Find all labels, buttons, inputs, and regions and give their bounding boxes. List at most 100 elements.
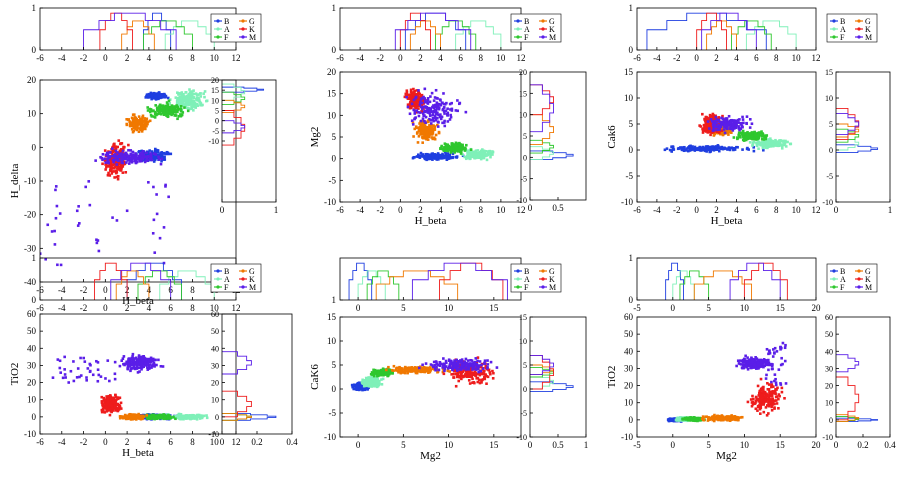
- point-K: [701, 131, 705, 134]
- point-M: [132, 359, 135, 363]
- point-M: [146, 366, 149, 369]
- point-M: [429, 122, 433, 125]
- point-M: [721, 117, 725, 121]
- point-F: [741, 138, 745, 142]
- point-B: [688, 146, 692, 149]
- point-M: [152, 358, 156, 362]
- point-K: [115, 175, 119, 179]
- point-M: [112, 160, 115, 164]
- y-tick-label: -10: [24, 429, 36, 439]
- point-M: [86, 367, 90, 370]
- point-M: [737, 126, 741, 130]
- point-F: [186, 109, 190, 113]
- point-B: [701, 145, 705, 149]
- point-F: [455, 144, 459, 147]
- point-M: [109, 154, 112, 158]
- right-hist-frame: [529, 71, 587, 201]
- x-tick-label: -2: [376, 205, 384, 215]
- x-tick-label: 0: [103, 437, 108, 447]
- point-G: [423, 134, 426, 138]
- top-hist-lines: [83, 12, 215, 50]
- point-A: [183, 104, 186, 108]
- point-M: [104, 153, 108, 157]
- point-M: [78, 222, 81, 225]
- point-M: [708, 127, 711, 130]
- point-M: [127, 358, 130, 361]
- point-F: [449, 147, 453, 151]
- point-B: [692, 147, 696, 151]
- point-M: [101, 158, 104, 162]
- point-F: [158, 103, 162, 107]
- point-M: [731, 122, 735, 126]
- point-G: [419, 123, 423, 126]
- point-B: [160, 155, 163, 159]
- point-A: [770, 144, 774, 148]
- point-G: [138, 127, 142, 131]
- point-B: [714, 145, 718, 148]
- point-M: [424, 109, 427, 113]
- top-hist-xtick-label: 6: [168, 303, 173, 313]
- top-hist-xtick-label: 4: [734, 53, 739, 63]
- point-B: [147, 94, 150, 98]
- legend-marker-F: [832, 35, 836, 39]
- point-F: [167, 99, 171, 103]
- point-M: [84, 185, 88, 189]
- point-A: [461, 153, 464, 156]
- point-A: [189, 90, 193, 94]
- point-M: [426, 101, 429, 104]
- point-F: [465, 143, 468, 147]
- point-F: [152, 109, 155, 112]
- point-F: [153, 112, 157, 116]
- top-hist-lines: [394, 12, 502, 50]
- legend-marker-G: [857, 19, 861, 23]
- top-hist-ytick-label: 1: [32, 253, 37, 263]
- point-F: [162, 417, 166, 421]
- point-A: [751, 144, 754, 147]
- top-histogram: 01-6 -4 -2 0 2 4 6 8 10 12: [32, 3, 241, 63]
- point-M: [54, 185, 58, 188]
- point-A: [762, 143, 765, 146]
- point-M: [162, 261, 166, 265]
- point-M: [95, 359, 98, 363]
- right-hist-M: [222, 120, 246, 134]
- top-hist-xtick-label: 0: [694, 53, 699, 63]
- right-hist-ytick-label: 15: [825, 68, 833, 77]
- point-M: [111, 158, 115, 162]
- point-M: [714, 115, 718, 119]
- point-A: [485, 158, 489, 162]
- point-M: [147, 181, 150, 184]
- top-hist-xtick-label: 8: [774, 53, 779, 63]
- point-A: [755, 144, 759, 148]
- point-F: [181, 111, 185, 114]
- point-B: [451, 155, 454, 159]
- point-M: [450, 107, 454, 111]
- point-G: [727, 129, 731, 133]
- point-A: [196, 93, 200, 96]
- point-F: [755, 132, 759, 135]
- point-M: [737, 121, 741, 124]
- point-M: [50, 230, 54, 233]
- top-hist-ytick-label: 1: [332, 295, 337, 305]
- legend-marker-F: [216, 285, 220, 289]
- point-K: [105, 408, 108, 411]
- right-hist-ytick-label: 0: [215, 117, 219, 126]
- point-G: [420, 127, 423, 131]
- top-hist-A: [455, 20, 502, 50]
- point-F: [157, 105, 161, 109]
- legend-marker-A: [832, 27, 836, 31]
- point-G: [425, 137, 429, 141]
- top-hist-M: [411, 262, 508, 300]
- point-F: [463, 147, 467, 151]
- point-B: [447, 157, 450, 160]
- point-A: [473, 155, 477, 158]
- point-M: [88, 362, 92, 366]
- point-B: [704, 145, 708, 149]
- point-K: [113, 176, 116, 179]
- point-M: [439, 117, 443, 121]
- point-F: [453, 151, 457, 154]
- legend-marker-B: [516, 19, 520, 23]
- point-A: [195, 414, 199, 417]
- point-K: [702, 129, 706, 132]
- point-A: [178, 103, 181, 107]
- point-G: [423, 126, 427, 130]
